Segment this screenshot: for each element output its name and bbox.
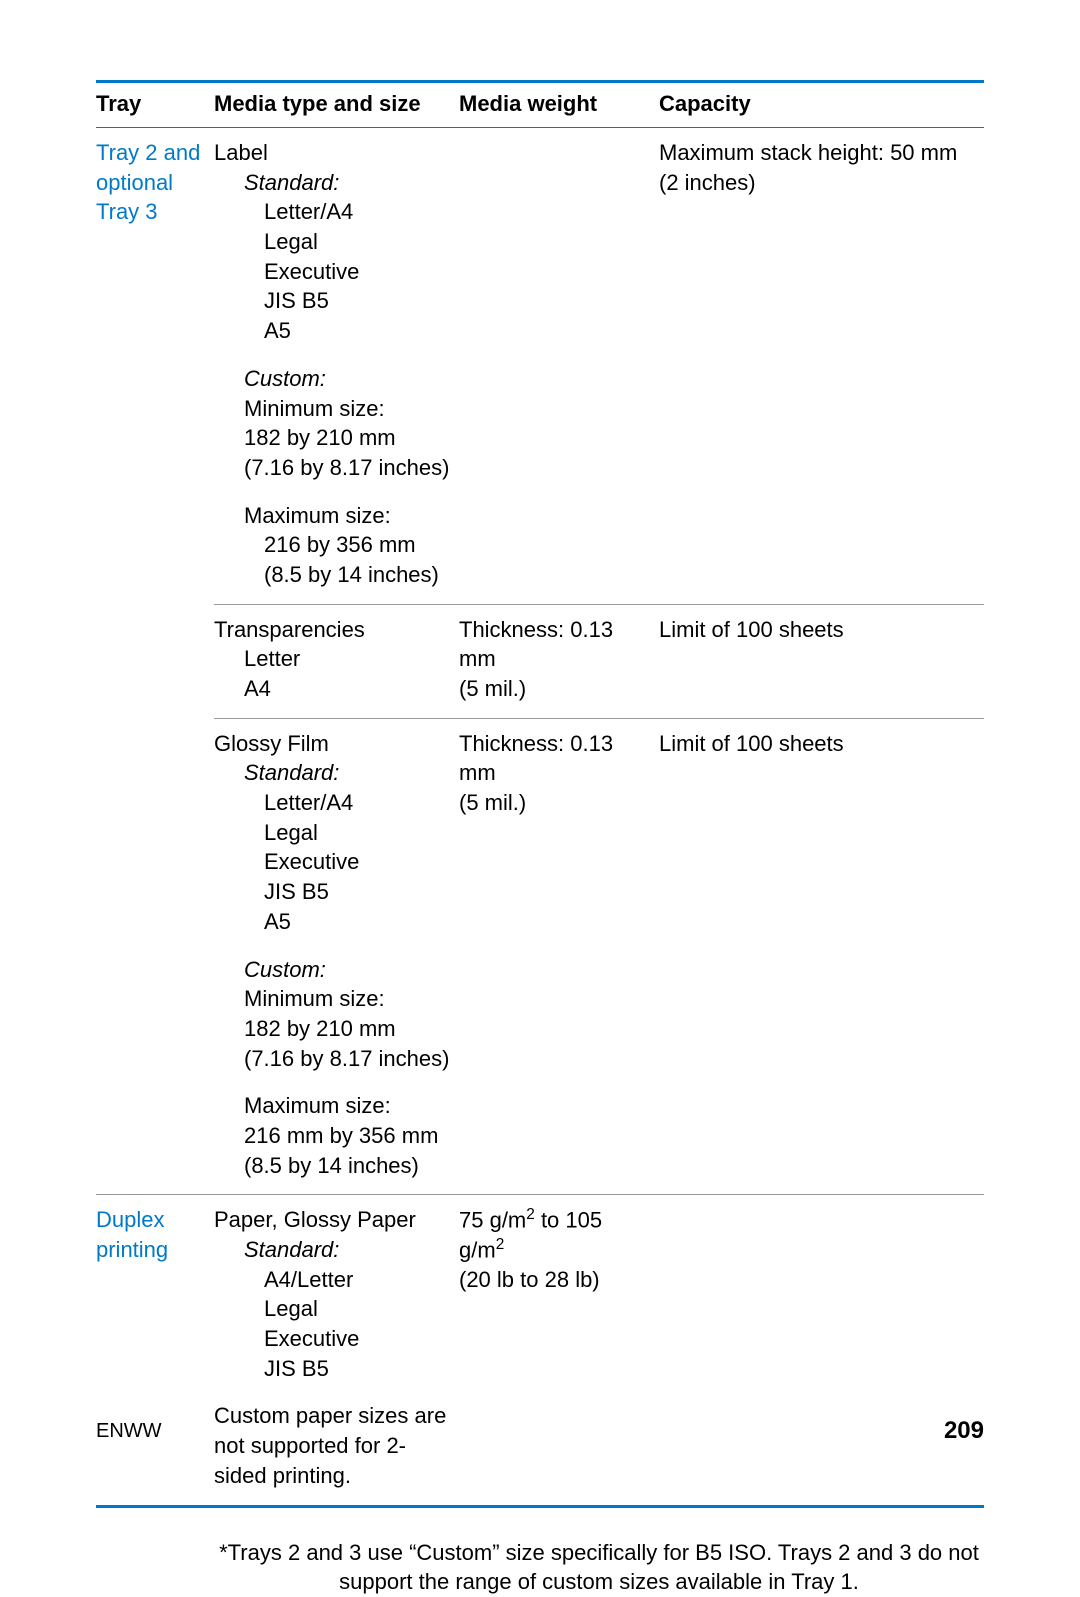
page-number: 209 xyxy=(944,1417,984,1445)
custom-label: Custom: xyxy=(214,364,453,394)
weight-text: Thickness: 0.13 mm xyxy=(459,615,653,674)
standard-item: Executive xyxy=(214,257,453,287)
standard-item: A5 xyxy=(214,316,453,346)
standard-item: JIS B5 xyxy=(214,1354,453,1384)
weight-text: (5 mil.) xyxy=(459,674,653,704)
weight-text: Thickness: 0.13 mm xyxy=(459,729,653,788)
page-footer: ENWW 209 xyxy=(96,1420,984,1443)
custom-max-val: 216 mm by 356 mm xyxy=(214,1121,453,1151)
capacity-text: Limit of 100 sheets xyxy=(659,729,978,759)
standard-item: JIS B5 xyxy=(214,286,453,316)
custom-label: Custom: xyxy=(214,955,453,985)
col-media-weight: Media weight xyxy=(459,82,659,128)
table-row: Duplex printing Paper, Glossy Paper Stan… xyxy=(96,1195,984,1506)
media-spec-table: Tray Media type and size Media weight Ca… xyxy=(96,80,984,1532)
capacity-cell xyxy=(659,1195,984,1506)
weight-cell xyxy=(459,128,659,605)
standard-item: A4/Letter xyxy=(214,1265,453,1295)
capacity-text: Maximum stack height: 50 mm xyxy=(659,138,978,168)
table-footnote: *Trays 2 and 3 use “Custom” size specifi… xyxy=(96,1532,984,1597)
table-row: Glossy Film Standard: Letter/A4 Legal Ex… xyxy=(96,718,984,1195)
tray-link[interactable]: Duplex printing xyxy=(96,1207,168,1262)
standard-item: Legal xyxy=(214,1294,453,1324)
standard-item: Executive xyxy=(214,1324,453,1354)
custom-max-val: 216 by 356 mm xyxy=(214,530,453,560)
custom-min-label: Minimum size: xyxy=(214,394,453,424)
capacity-cell: Limit of 100 sheets xyxy=(659,718,984,1195)
standard-item: Legal xyxy=(214,818,453,848)
table-header-row: Tray Media type and size Media weight Ca… xyxy=(96,82,984,128)
footer-left: ENWW xyxy=(96,1420,162,1442)
tray-cell: Tray 2 and optional Tray 3 xyxy=(96,128,214,1195)
custom-max-label: Maximum size: xyxy=(214,1091,453,1121)
capacity-cell: Limit of 100 sheets xyxy=(659,604,984,718)
custom-min-val: (7.16 by 8.17 inches) xyxy=(214,1044,453,1074)
capacity-cell: Maximum stack height: 50 mm (2 inches) xyxy=(659,128,984,605)
standard-item: JIS B5 xyxy=(214,877,453,907)
table-end-rule xyxy=(96,1506,984,1532)
media-cell: Paper, Glossy Paper Standard: A4/Letter … xyxy=(214,1195,459,1506)
media-cell: Glossy Film Standard: Letter/A4 Legal Ex… xyxy=(214,718,459,1195)
col-tray: Tray xyxy=(96,82,214,128)
standard-item: Letter/A4 xyxy=(214,197,453,227)
custom-max-val: (8.5 by 14 inches) xyxy=(214,560,453,590)
weight-cell: 75 g/m2 to 105 g/m2 (20 lb to 28 lb) xyxy=(459,1195,659,1506)
weight-text: (20 lb to 28 lb) xyxy=(459,1265,653,1295)
media-title: Paper, Glossy Paper xyxy=(214,1205,453,1235)
media-line: Letter xyxy=(214,644,453,674)
media-title: Transparencies xyxy=(214,615,453,645)
custom-max-val: (8.5 by 14 inches) xyxy=(214,1151,453,1181)
standard-item: A5 xyxy=(214,907,453,937)
custom-max-label: Maximum size: xyxy=(214,501,453,531)
standard-label: Standard: xyxy=(214,758,453,788)
capacity-text: (2 inches) xyxy=(659,168,978,198)
col-capacity: Capacity xyxy=(659,82,984,128)
custom-min-val: 182 by 210 mm xyxy=(214,423,453,453)
standard-label: Standard: xyxy=(214,168,453,198)
table-row: Tray 2 and optional Tray 3 Label Standar… xyxy=(96,128,984,605)
standard-label: Standard: xyxy=(214,1235,453,1265)
tray-cell: Duplex printing xyxy=(96,1195,214,1506)
media-cell: Transparencies Letter A4 xyxy=(214,604,459,718)
page: Tray Media type and size Media weight Ca… xyxy=(0,0,1080,1495)
media-note: Custom paper sizes are not supported for… xyxy=(214,1401,453,1490)
weight-text: (5 mil.) xyxy=(459,788,653,818)
media-line: A4 xyxy=(214,674,453,704)
standard-item: Legal xyxy=(214,227,453,257)
media-title: Glossy Film xyxy=(214,729,453,759)
weight-text: 75 g/m2 to 105 g/m2 xyxy=(459,1205,653,1265)
weight-cell: Thickness: 0.13 mm (5 mil.) xyxy=(459,718,659,1195)
table-row: Transparencies Letter A4 Thickness: 0.13… xyxy=(96,604,984,718)
standard-item: Letter/A4 xyxy=(214,788,453,818)
capacity-text: Limit of 100 sheets xyxy=(659,615,978,645)
custom-min-label: Minimum size: xyxy=(214,984,453,1014)
weight-cell: Thickness: 0.13 mm (5 mil.) xyxy=(459,604,659,718)
custom-min-val: 182 by 210 mm xyxy=(214,1014,453,1044)
media-cell: Label Standard: Letter/A4 Legal Executiv… xyxy=(214,128,459,605)
tray-link[interactable]: Tray 2 and optional Tray 3 xyxy=(96,140,200,224)
col-media-type: Media type and size xyxy=(214,82,459,128)
custom-min-val: (7.16 by 8.17 inches) xyxy=(214,453,453,483)
standard-item: Executive xyxy=(214,847,453,877)
media-title: Label xyxy=(214,138,453,168)
